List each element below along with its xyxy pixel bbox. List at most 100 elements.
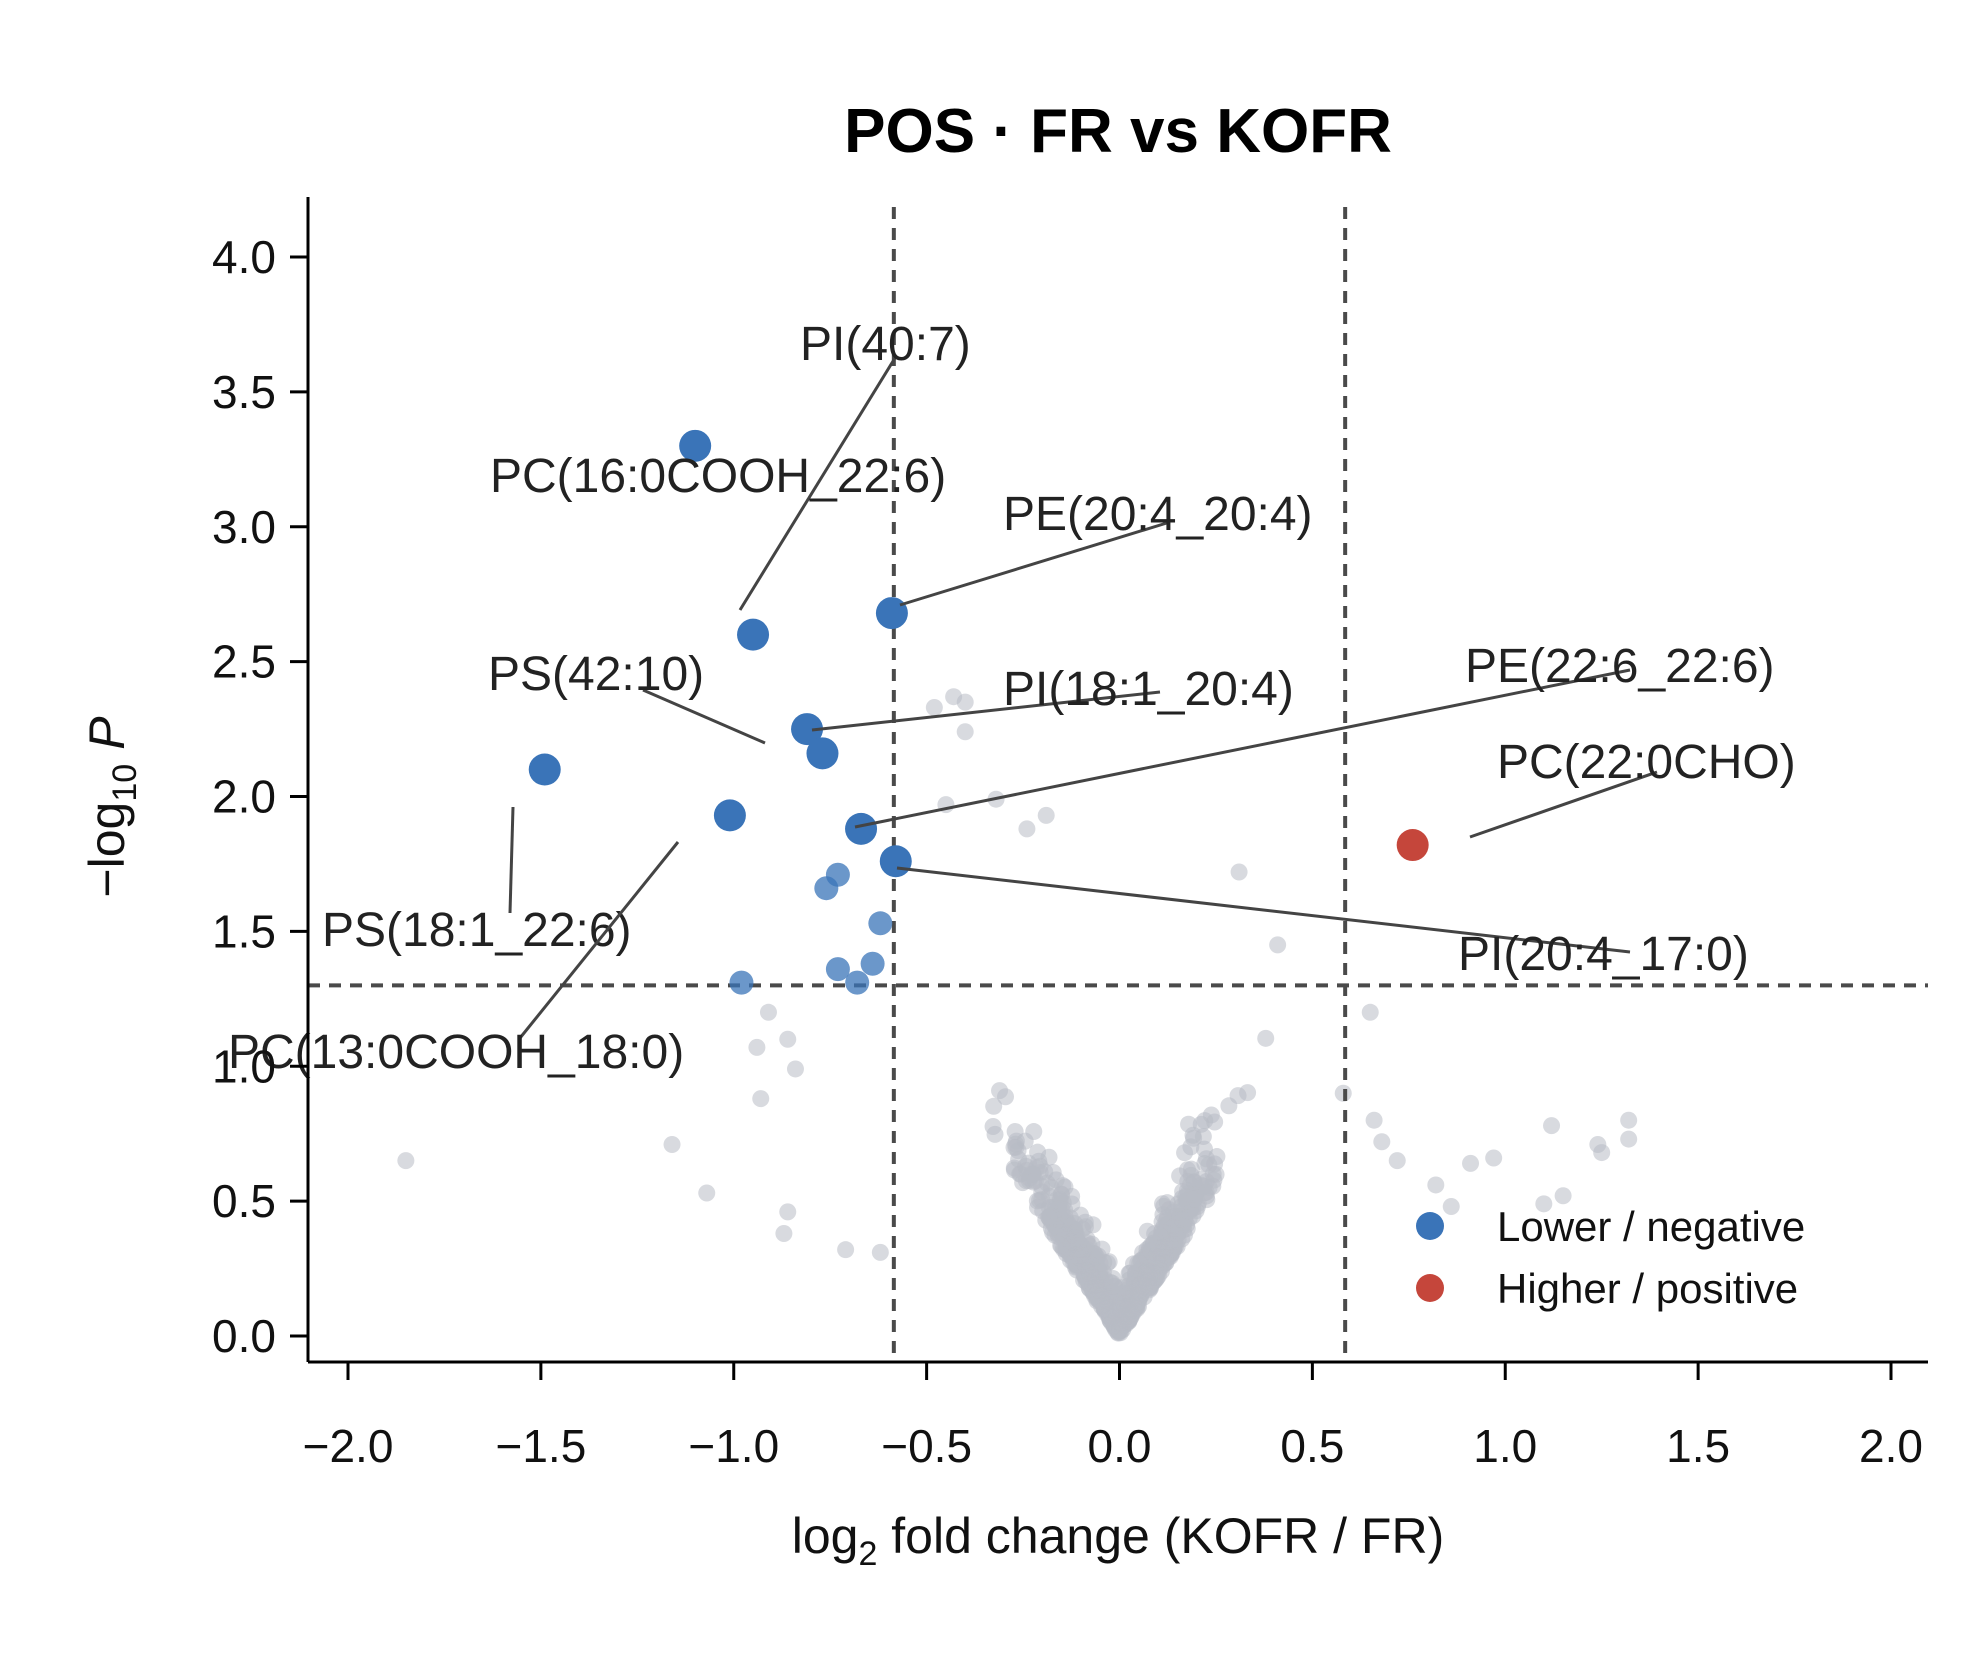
ns-point [1084,1216,1102,1234]
lower-point [875,597,908,630]
ns-point [1485,1149,1503,1167]
ns-point [1138,1250,1156,1268]
ns-point [1204,1165,1222,1183]
ns-point [1130,1293,1148,1311]
ns-point [956,693,974,711]
y-tick-label: 1.0 [212,1040,276,1092]
ns-point [663,1135,681,1153]
threshold-lines [308,207,1928,1362]
ns-point [1037,806,1055,824]
lower-point [791,713,824,746]
y-ticks: 0.0 0.5 1.0 1.5 2.0 2.5 3.0 3.5 4.0 [212,231,308,1362]
ns-point [1154,1195,1172,1213]
ns-point [1005,1138,1023,1156]
ns-point [837,1241,855,1259]
ns-point [1005,1159,1023,1177]
ns-point [986,1125,1004,1143]
lower-point [845,812,878,845]
legend-label-lower: Lower / negative [1497,1203,1805,1250]
sig-point-small [825,957,850,982]
ns-point [1269,936,1287,954]
ns-point [1442,1198,1460,1216]
lower-point [737,618,770,651]
lower-point [713,799,746,832]
sig-point-small [860,951,885,976]
annotation-label: PE(22:6_22:6) [1465,640,1775,693]
annotations: PI(40:7) PC(16:0COOH_22:6) PE(20:4_20:4) PS… [228,318,1796,1079]
ns-point [1040,1148,1058,1166]
sig-point-small [868,911,893,936]
annotation-label: PI(20:4_17:0) [1458,928,1749,981]
ns-point [1070,1234,1088,1252]
annotation-label: PI(18:1_20:4) [1003,663,1294,716]
ns-point [1006,1123,1024,1141]
x-tick-label: −2.0 [303,1420,394,1472]
annotation-label: PS(18:1_22:6) [322,904,632,957]
ns-point [1075,1271,1093,1289]
ns-point [1230,863,1248,881]
ns-point [1257,1029,1275,1047]
ns-point [1092,1277,1110,1295]
annotation-leader-line [508,806,515,914]
lower-point [528,753,561,786]
ns-point [775,1224,793,1242]
ns-point [748,1038,766,1056]
y-tick-label: 0.5 [212,1175,276,1227]
x-axis-label: log2 fold change (KOFR / FR) [792,1508,1445,1573]
legend: Lower / negative Higher / positive [1416,1203,1805,1312]
ns-point [779,1203,797,1221]
annotation-leader-line [854,668,1631,829]
y-tick-label: 4.0 [212,231,276,283]
ns-point [1024,1173,1042,1191]
ns-point [1154,1220,1172,1238]
ns-point [1138,1222,1156,1240]
annotation-leader-line [738,357,897,611]
ns-point [1018,820,1036,838]
ns-point [1195,1140,1213,1158]
ns-point [1185,1190,1203,1208]
ns-point [1194,1127,1212,1145]
y-tick-label: 3.0 [212,501,276,553]
ns-point [1162,1233,1180,1251]
ns-point [1593,1144,1611,1162]
ns-point [1063,1195,1081,1213]
ns-point [871,1243,889,1261]
ns-point [991,1082,1009,1100]
x-tick-label: 0.0 [1088,1420,1152,1472]
ns-point [1462,1154,1480,1172]
x-tick-label: −0.5 [881,1420,972,1472]
annotation-label: PC(13:0COOH_18:0) [228,1026,684,1079]
y-tick-label: 2.5 [212,636,276,688]
chart-title: POS · FR vs KOFR [844,97,1392,166]
ns-point [1554,1187,1572,1205]
ns-point [397,1152,415,1170]
ns-point [752,1090,770,1108]
annotation-label: PC(22:0CHO) [1497,736,1796,789]
y-tick-label: 0.0 [212,1310,276,1362]
ns-point [1120,1310,1138,1328]
ns-point [1094,1263,1112,1281]
lower-point [679,429,712,462]
annotation-leader-line [1469,770,1658,839]
axes: −2.0 −1.5 −1.0 −0.5 0.0 0.5 1.0 1.5 2.0 0.0 0.5 1.… [212,197,1928,1472]
ns-point [1427,1176,1445,1194]
annotation-label: PE(20:4_20:4) [1003,488,1313,541]
ns-point [1028,1159,1046,1177]
annotation-leader-line [896,866,1631,954]
legend-marker-lower [1416,1212,1444,1240]
ns-point [1176,1144,1194,1162]
annotation-leader-line [642,688,766,745]
ns-point [1365,1111,1383,1129]
ns-point [1388,1152,1406,1170]
ns-point [1142,1236,1160,1254]
ns-point [698,1184,716,1202]
ns-point [1220,1097,1238,1115]
sig-point-small [729,970,754,995]
ns-point [1064,1249,1082,1267]
sig-point-small [814,876,839,901]
annotation-leader-line [899,520,1171,607]
x-tick-label: −1.0 [688,1420,779,1472]
annotation-label: PC(16:0COOH_22:6) [490,450,946,503]
y-tick-label: 1.5 [212,905,276,957]
